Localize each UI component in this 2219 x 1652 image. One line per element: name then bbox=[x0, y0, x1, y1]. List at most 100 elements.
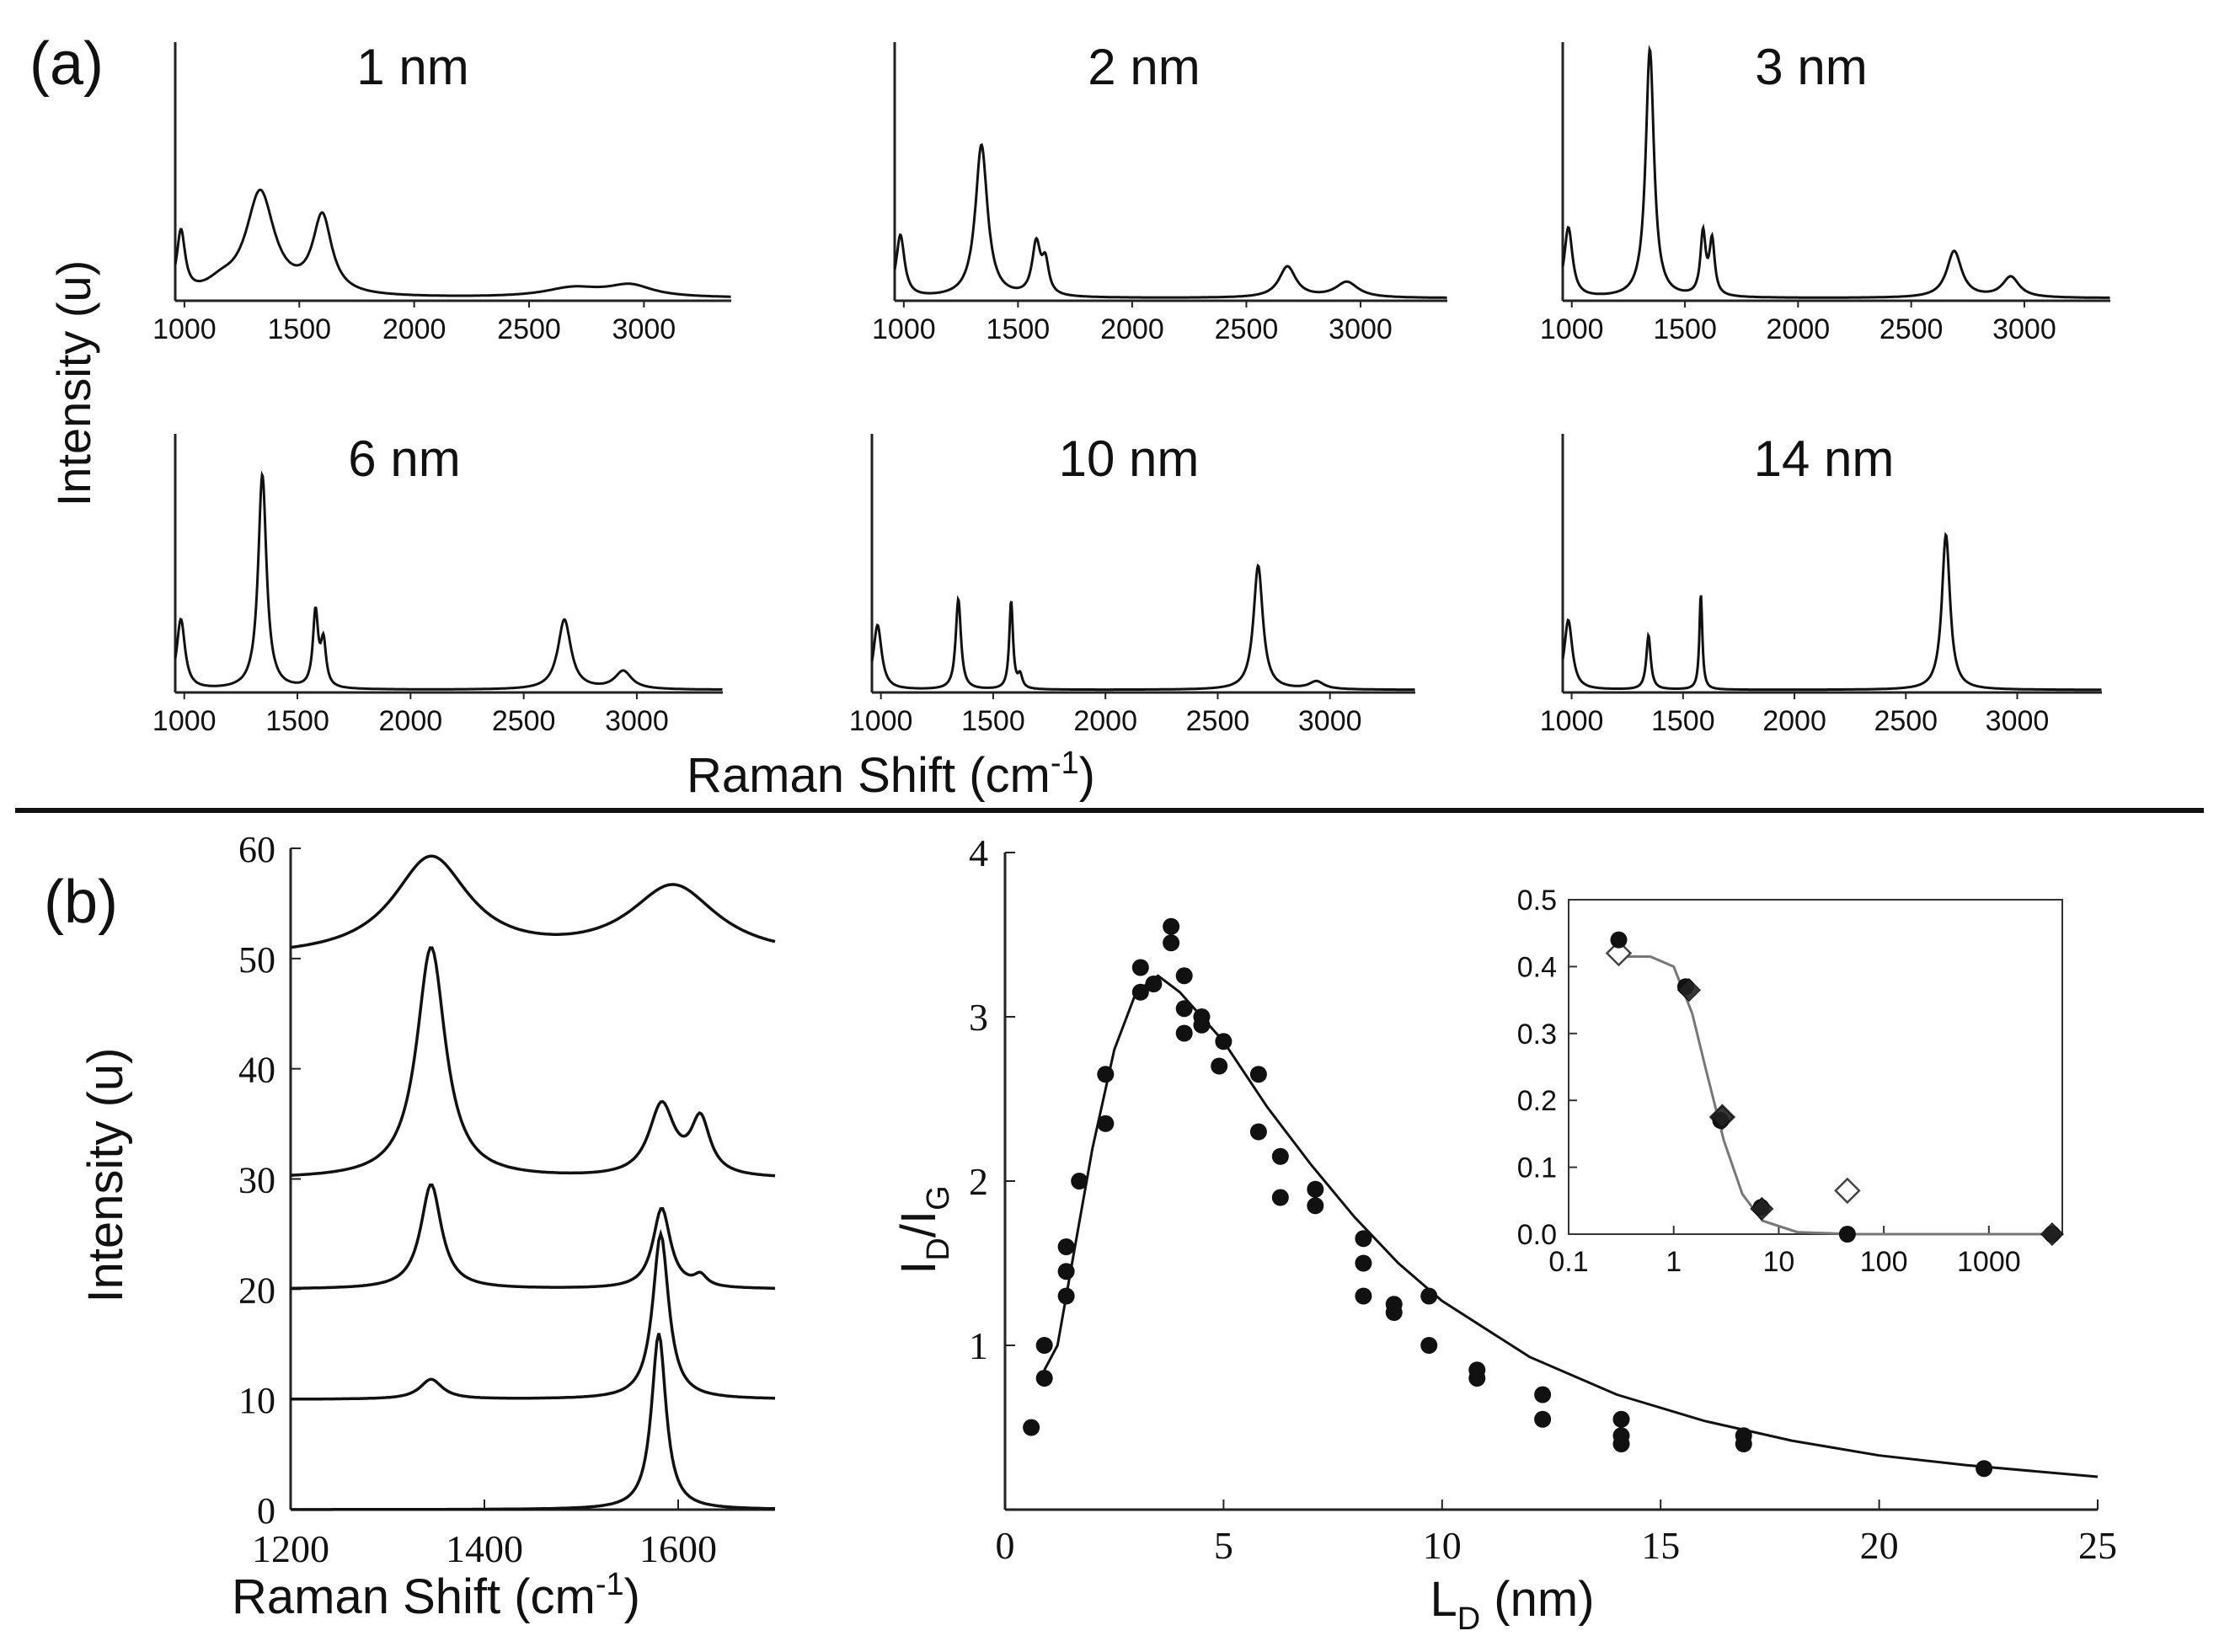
stacked-spectrum-bottom bbox=[291, 1333, 775, 1511]
spectrum-plot-1nm: 1000 1500 2000 2500 3000 1 nm bbox=[152, 39, 731, 345]
panel-a-x-label-sup: -1 bbox=[1051, 746, 1079, 781]
x-tick-label: 1000 bbox=[1540, 313, 1604, 345]
y-tick-label: 4 bbox=[969, 831, 988, 874]
spectrum-plot-3nm: 1000 1500 2000 2500 3000 3 nm bbox=[1540, 39, 2110, 345]
x-tick-label: 3000 bbox=[612, 313, 676, 345]
x-tick-label: 1500 bbox=[1651, 705, 1715, 737]
data-point bbox=[1271, 1147, 1289, 1165]
inset-y-tick-label: 0.3 bbox=[1517, 1018, 1557, 1051]
inset-filled-diamond bbox=[1750, 1196, 1774, 1221]
data-point bbox=[1035, 1337, 1053, 1354]
y-tick-label: 1 bbox=[969, 1324, 988, 1367]
stacked-spectrum-top bbox=[290, 854, 776, 949]
y-tick-label: 2 bbox=[969, 1160, 988, 1203]
data-point bbox=[1612, 1435, 1630, 1452]
plot-title: 6 nm bbox=[348, 430, 460, 487]
inset-circle-point bbox=[1610, 931, 1628, 949]
x-tick-label: 2000 bbox=[382, 313, 446, 345]
panel-a-x-label-main: Raman Shift (cm bbox=[687, 748, 1051, 803]
data-point bbox=[1249, 1066, 1267, 1083]
x-tick-label: 3000 bbox=[1329, 313, 1393, 345]
data-point bbox=[1420, 1337, 1438, 1354]
stacked-spectrum-second bbox=[291, 1228, 775, 1401]
x-tick-label: 1400 bbox=[446, 1527, 523, 1570]
inset-x-tick-label: 100 bbox=[1860, 1246, 1908, 1278]
x-tick-label: 25 bbox=[2078, 1524, 2117, 1567]
panel-a-x-label-end: ) bbox=[1079, 748, 1095, 803]
data-point bbox=[1249, 1123, 1267, 1141]
plot-title: 2 nm bbox=[1088, 39, 1200, 95]
inset-open-diamond bbox=[1605, 939, 1633, 967]
data-point bbox=[1355, 1287, 1372, 1305]
data-point bbox=[1131, 959, 1149, 976]
x-tick-label: 1000 bbox=[152, 313, 217, 345]
plot-title: 1 nm bbox=[356, 39, 468, 95]
data-point bbox=[1735, 1435, 1752, 1452]
panel-b-right-x-label-end: (nm) bbox=[1480, 1572, 1594, 1627]
stacked-spectra-plot: 0 10 20 30 40 50 60 1200 1400 1600 bbox=[238, 829, 776, 1570]
x-tick-label: 1500 bbox=[1653, 313, 1717, 345]
data-point bbox=[1271, 1189, 1289, 1206]
x-tick-label: 2000 bbox=[1767, 313, 1831, 345]
x-tick-label: 1000 bbox=[1540, 705, 1604, 737]
panel-a-x-label: Raman Shift (cm-1) bbox=[687, 746, 1095, 803]
panel-b-left-x-label-sup: -1 bbox=[596, 1567, 624, 1602]
panel-b-left-x-label: Raman Shift (cm-1) bbox=[232, 1567, 640, 1624]
data-point bbox=[1057, 1263, 1075, 1280]
y-tick-label: 60 bbox=[238, 829, 275, 870]
y-tick-label: 20 bbox=[238, 1270, 275, 1311]
data-point bbox=[1355, 1254, 1372, 1272]
x-tick-label: 3000 bbox=[605, 705, 669, 737]
spectrum-line bbox=[870, 563, 1415, 692]
data-point bbox=[1420, 1287, 1438, 1305]
stacked-spectrum-third bbox=[290, 1183, 775, 1291]
spectrum-plot-14nm: 1000 1500 2000 2500 3000 14 nm bbox=[1540, 430, 2102, 737]
x-tick-label: 2500 bbox=[1874, 705, 1938, 737]
data-point bbox=[1468, 1370, 1486, 1387]
data-point bbox=[1163, 934, 1180, 952]
fit-curve bbox=[1043, 974, 2099, 1478]
data-point bbox=[1307, 1180, 1324, 1198]
inset-y-tick-label: 0.1 bbox=[1517, 1152, 1557, 1184]
inset-open-diamond bbox=[1834, 1177, 1861, 1205]
data-point bbox=[1355, 1230, 1372, 1248]
data-point bbox=[1976, 1460, 1993, 1478]
data-point bbox=[1175, 1000, 1193, 1018]
data-point bbox=[1057, 1238, 1075, 1255]
panel-b-right-y-label: ID/IG bbox=[891, 1185, 956, 1274]
inset-frame bbox=[1568, 899, 2063, 1235]
data-point bbox=[1097, 1066, 1115, 1083]
plot-title: 3 nm bbox=[1755, 39, 1867, 95]
x-tick-label: 1000 bbox=[872, 313, 936, 345]
panel-b-left-x-label-end: ) bbox=[624, 1569, 640, 1624]
panel-b-right-y-label-i: I bbox=[891, 1261, 946, 1275]
panel-b-right-y-label-sub1: D bbox=[921, 1238, 956, 1260]
x-tick-label: 2500 bbox=[497, 313, 561, 345]
data-point bbox=[1175, 1024, 1193, 1042]
panel-a-y-label: Intensity (u) bbox=[47, 260, 100, 507]
x-tick-label: 2000 bbox=[1100, 313, 1164, 345]
inset-filled-diamond bbox=[1710, 1104, 1735, 1130]
y-tick-label: 50 bbox=[238, 939, 275, 981]
panel-b-left-x-label-main: Raman Shift (cm bbox=[232, 1569, 596, 1624]
data-point bbox=[1215, 1033, 1232, 1051]
inset-filled-diamond bbox=[2040, 1222, 2064, 1247]
x-tick-label: 2000 bbox=[379, 705, 443, 737]
x-tick-label: 2500 bbox=[1215, 313, 1279, 345]
data-point bbox=[1163, 917, 1180, 935]
data-point bbox=[1097, 1115, 1115, 1132]
spectrum-plot-6nm: 1000 1500 2000 2500 3000 6 nm bbox=[152, 430, 723, 737]
data-point bbox=[1175, 967, 1193, 985]
panel-b-right-y-label-sub2: G bbox=[921, 1185, 956, 1211]
x-tick-label: 1000 bbox=[152, 705, 217, 737]
data-point bbox=[1071, 1173, 1088, 1190]
y-tick-label: 3 bbox=[969, 996, 988, 1039]
stacked-spectrum-fourth bbox=[290, 946, 776, 1178]
inset-y-tick-label: 0.2 bbox=[1517, 1085, 1557, 1117]
x-tick-label: 2000 bbox=[1762, 705, 1826, 737]
x-tick-label: 15 bbox=[1641, 1524, 1680, 1567]
x-tick-label: 3000 bbox=[1298, 705, 1362, 737]
plot-title: 14 nm bbox=[1754, 430, 1895, 487]
x-tick-label: 10 bbox=[1423, 1524, 1462, 1567]
